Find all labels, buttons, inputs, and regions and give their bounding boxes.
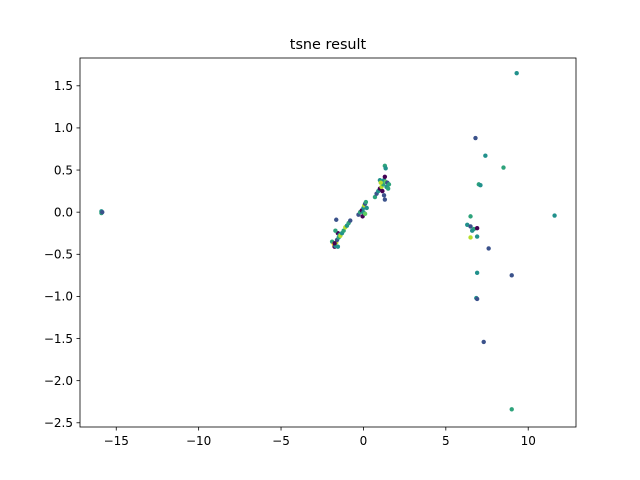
- scatter-point: [364, 205, 369, 211]
- scatter-point: [468, 214, 473, 219]
- scatter-point: [100, 209, 105, 215]
- scatter-point: [362, 211, 368, 217]
- scatter-point: [383, 166, 388, 171]
- scatter-point: [378, 180, 383, 185]
- plot-frame: [79, 57, 577, 428]
- scatter-point: [552, 213, 557, 218]
- y-tick-label: −2.0: [44, 374, 73, 388]
- scatter-point: [363, 199, 369, 205]
- scatter-point: [468, 224, 473, 229]
- x-tick-label: 0: [360, 434, 368, 448]
- scatter-point: [334, 217, 339, 222]
- scatter-point: [382, 197, 388, 202]
- scatter-point: [333, 228, 338, 233]
- chart-title: tsne result: [290, 37, 367, 53]
- scatter-point: [341, 228, 346, 233]
- scatter-point: [483, 153, 488, 158]
- y-tick-label: −2.5: [44, 416, 73, 430]
- y-tick-label: −1.0: [44, 290, 73, 304]
- points-layer: [99, 70, 557, 412]
- scatter-point: [348, 218, 353, 223]
- scatter-point: [372, 194, 378, 200]
- x-tick-label: −5: [272, 434, 290, 448]
- scatter-point: [465, 222, 470, 228]
- y-tick-label: −0.5: [44, 248, 73, 262]
- scatter-point: [478, 183, 483, 188]
- scatter-point: [385, 186, 391, 191]
- scatter-point: [381, 193, 387, 198]
- scatter-point: [474, 296, 480, 302]
- x-tick-label: −15: [104, 434, 129, 448]
- scatter-point: [380, 188, 385, 194]
- y-tick-label: 0.0: [54, 205, 73, 219]
- scatter-point: [382, 174, 388, 179]
- y-tick-label: 1.0: [54, 121, 73, 135]
- x-tick-label: 10: [521, 434, 536, 448]
- axes-layer: −15 −10 −5 0 5 10 −2.5 −2.0 −1.5 −1.0 −0.5 0.0 0.5 1.…: [44, 79, 536, 448]
- scatter-point: [481, 339, 486, 345]
- scatter-point: [501, 165, 506, 170]
- y-tick-label: 0.5: [54, 163, 73, 177]
- x-tick-label: 5: [442, 434, 450, 448]
- scatter-point: [468, 235, 473, 240]
- scatter-point: [474, 270, 480, 276]
- scatter-point: [386, 182, 392, 187]
- scatter-point: [474, 234, 480, 239]
- scatter-point: [474, 225, 480, 231]
- scatter-point: [486, 246, 491, 251]
- scatter-point: [335, 244, 341, 249]
- scatter-point: [469, 228, 475, 233]
- y-tick-label: 1.5: [54, 79, 73, 93]
- x-tick-label: −10: [186, 434, 211, 448]
- scatter-point: [473, 135, 478, 141]
- scatter-point: [514, 70, 519, 76]
- y-tick-label: −1.5: [44, 332, 73, 346]
- scatter-point: [509, 273, 514, 278]
- scatter-point: [332, 241, 337, 246]
- scatter-point: [509, 407, 514, 412]
